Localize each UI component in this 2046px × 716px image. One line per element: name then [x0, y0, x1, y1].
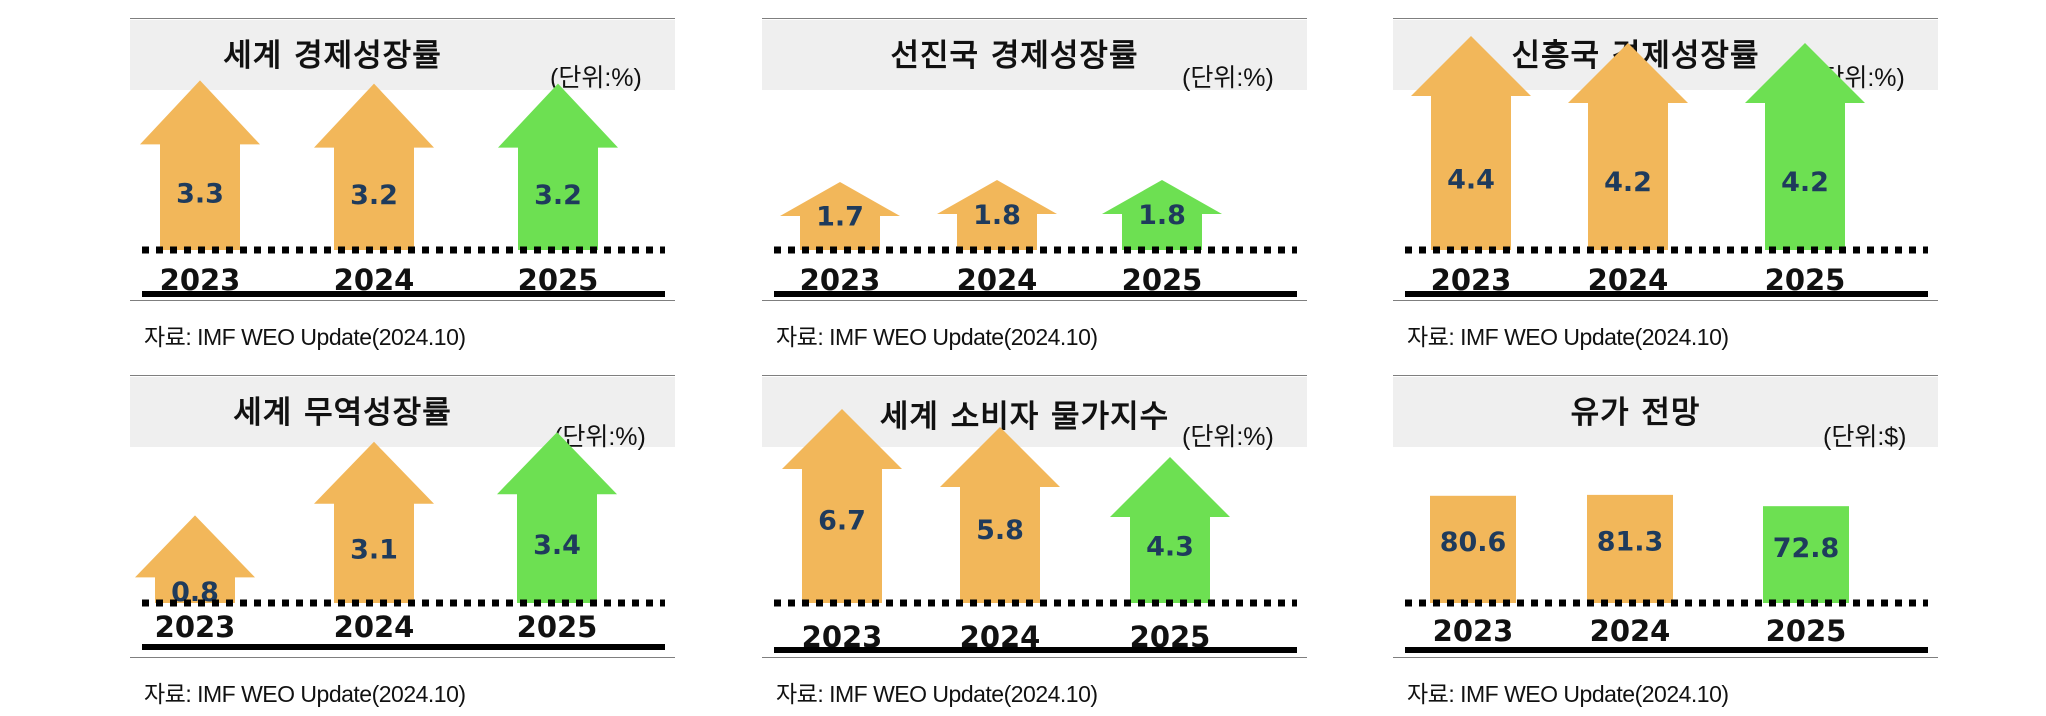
panel-world-growth: 세계 경제성장률 (단위:%) 3.3 3.2 3.2 2023 2024 2025 자료… [130, 18, 675, 350]
arrow-bar [1568, 43, 1688, 250]
unit-label: (단위:%) [1182, 64, 1274, 92]
chart-title: 세계 무역성장률 [233, 395, 452, 431]
arrow-bar [1102, 180, 1222, 250]
panel-top-rule [1393, 375, 1938, 376]
source-note: 자료: IMF WEO Update(2024.10) [776, 324, 1098, 350]
unit-label: (단위:%) [1182, 423, 1274, 451]
data-label: 4.3 [1146, 532, 1194, 563]
data-label: 0.8 [171, 577, 219, 608]
panel-top-rule [130, 375, 675, 376]
year-label: 2025 [517, 610, 598, 644]
arrow-bar [314, 441, 434, 603]
arrow-bar [498, 83, 618, 250]
data-label: 4.2 [1781, 167, 1829, 198]
panel-top-rule [1393, 18, 1938, 19]
year-label: 2023 [155, 610, 236, 644]
arrow-bar [937, 180, 1057, 250]
source-rule [762, 657, 1307, 658]
chart-title: 세계 소비자 물가지수 [879, 399, 1170, 435]
data-label: 1.8 [973, 200, 1021, 231]
unit-label: (단위:%) [550, 64, 642, 92]
arrow-bar [314, 83, 434, 250]
year-label: 2024 [1590, 614, 1671, 648]
source-note: 자료: IMF WEO Update(2024.10) [144, 681, 466, 707]
source-rule [130, 657, 675, 658]
panel-advanced-growth: 선진국 경제성장률 (단위:%) 1.7 1.8 1.8 2023 2024 2025 자… [762, 18, 1307, 350]
data-label: 4.4 [1447, 164, 1495, 195]
source-note: 자료: IMF WEO Update(2024.10) [1407, 681, 1729, 707]
arrow-bar [497, 432, 617, 603]
chart-title: 세계 경제성장률 [223, 38, 442, 74]
data-label: 3.1 [350, 534, 398, 565]
data-label: 4.2 [1604, 167, 1652, 198]
arrow-bar [940, 427, 1060, 603]
bar [1430, 495, 1516, 603]
arrow-bar [1411, 36, 1531, 250]
arrow-bar [782, 409, 902, 603]
source-rule [130, 300, 675, 301]
source-rule [762, 300, 1307, 301]
source-note: 자료: IMF WEO Update(2024.10) [776, 681, 1098, 707]
title-band [762, 20, 1307, 90]
data-label: 81.3 [1597, 526, 1664, 557]
panel-world-trade: 세계 무역성장률 (단위:%) 0.8 3.1 3.4 2023 2024 2025 자료… [130, 375, 675, 707]
arrow-bar [135, 515, 255, 603]
data-label: 72.8 [1773, 533, 1840, 564]
arrow-bar [780, 182, 900, 250]
data-label: 1.8 [1138, 200, 1186, 231]
arrow-bar [1110, 457, 1230, 603]
arrow-bar [140, 80, 260, 251]
data-label: 3.3 [176, 178, 224, 209]
data-label: 3.2 [350, 180, 398, 211]
bar [1587, 494, 1673, 603]
source-note: 자료: IMF WEO Update(2024.10) [144, 324, 466, 350]
panel-top-rule [762, 18, 1307, 19]
chart-canvas: 0.8 3.1 3.4 2023 2024 2025 [135, 432, 665, 650]
chart-title: 유가 전망 [1570, 395, 1701, 431]
arrow-bar [1745, 43, 1865, 250]
year-label: 2023 [1433, 614, 1514, 648]
panel-top-rule [130, 18, 675, 19]
data-label: 3.4 [533, 530, 581, 561]
panel-oil-outlook: 유가 전망 (단위:$) 80.6 81.3 72.8 2023 2024 2025 자료… [1393, 375, 1938, 707]
panel-world-cpi: 세계 소비자 물가지수 (단위:%) 6.7 5.8 4.3 2023 2024 2025… [762, 375, 1307, 707]
data-label: 1.7 [816, 202, 864, 233]
title-band [130, 377, 675, 447]
unit-label: (단위:$) [1823, 423, 1907, 451]
title-band [1393, 377, 1938, 447]
data-label: 5.8 [976, 515, 1024, 546]
data-label: 3.2 [534, 180, 582, 211]
source-rule [1393, 657, 1938, 658]
source-note: 자료: IMF WEO Update(2024.10) [1407, 324, 1729, 350]
year-label: 2024 [334, 610, 415, 644]
panel-emerging-growth: 신흥국 경제성장률 (단위:%) 4.4 4.2 4.2 2023 2024 2025 자… [1393, 18, 1938, 350]
year-label: 2025 [1766, 614, 1847, 648]
title-band [130, 20, 675, 90]
data-label: 6.7 [818, 505, 866, 536]
chart-title: 선진국 경제성장률 [890, 38, 1139, 74]
chart-canvas: 80.6 81.3 72.8 2023 2024 2025 [1405, 494, 1928, 653]
data-label: 80.6 [1440, 527, 1507, 558]
bar [1763, 506, 1849, 603]
source-rule [1393, 300, 1938, 301]
panel-top-rule [762, 375, 1307, 376]
